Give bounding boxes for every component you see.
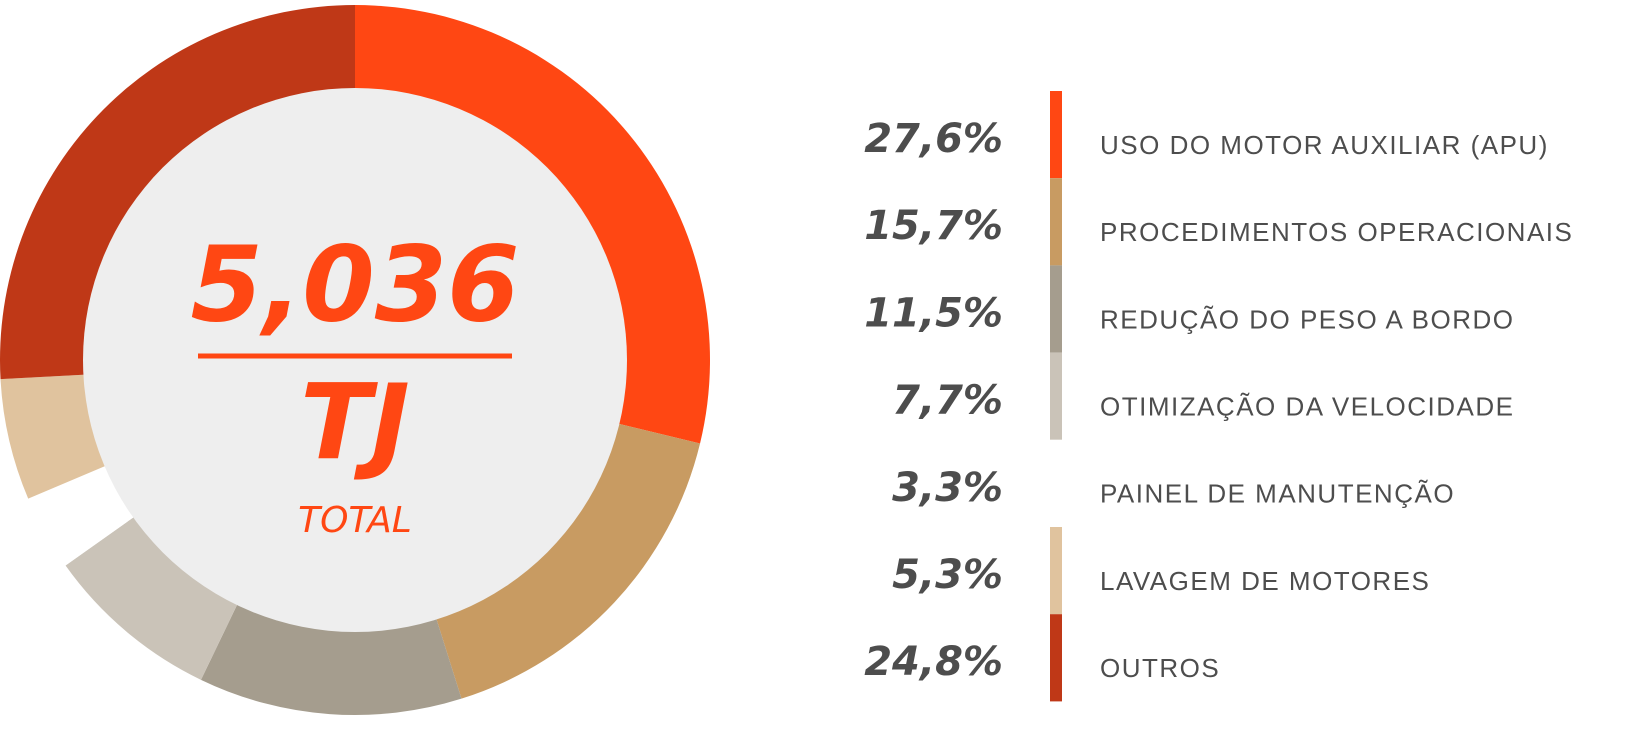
donut-segment — [355, 5, 710, 444]
legend-label: PROCEDIMENTOS OPERACIONAIS — [1100, 217, 1573, 247]
donut-segment — [0, 5, 355, 380]
legend-label: LAVAGEM DE MOTORES — [1100, 566, 1430, 596]
legend-swatch — [1050, 352, 1062, 440]
legend-swatch — [1050, 439, 1062, 527]
legend-swatch — [1050, 527, 1062, 615]
donut — [0, 5, 710, 715]
legend-value: 7,7% — [892, 378, 1003, 424]
legend-label: OUTROS — [1100, 653, 1220, 683]
donut-segment — [435, 423, 701, 699]
legend-swatch — [1050, 265, 1062, 353]
legend-value: 3,3% — [892, 465, 1003, 511]
legend-label: OTIMIZAÇÃO DA VELOCIDADE — [1100, 391, 1515, 421]
center-disc — [83, 88, 627, 632]
donut-segment — [0, 374, 107, 499]
donut-segment — [65, 516, 238, 680]
legend-value: 5,3% — [892, 552, 1003, 598]
legend: 27,6% USO DO MOTOR AUXILIAR (APU) 15,7% PRO… — [864, 91, 1573, 702]
legend-label: PAINEL DE MANUTENÇÃO — [1100, 479, 1455, 509]
donut-segment — [200, 603, 462, 715]
legend-label: USO DO MOTOR AUXILIAR (APU) — [1100, 130, 1549, 160]
legend-value: 27,6% — [864, 116, 1003, 162]
legend-value: 15,7% — [864, 203, 1003, 249]
legend-label: REDUÇÃO DO PESO A BORDO — [1100, 304, 1514, 334]
total-value: 5,036 — [191, 223, 520, 345]
legend-value: 24,8% — [864, 639, 1003, 685]
legend-swatch — [1050, 91, 1062, 179]
total-unit: TJ — [300, 361, 410, 483]
legend-swatch — [1050, 178, 1062, 266]
legend-swatch — [1050, 614, 1062, 702]
total-caption: TOTAL — [298, 500, 412, 541]
donut-segment — [28, 465, 135, 566]
legend-value: 11,5% — [864, 290, 1003, 336]
